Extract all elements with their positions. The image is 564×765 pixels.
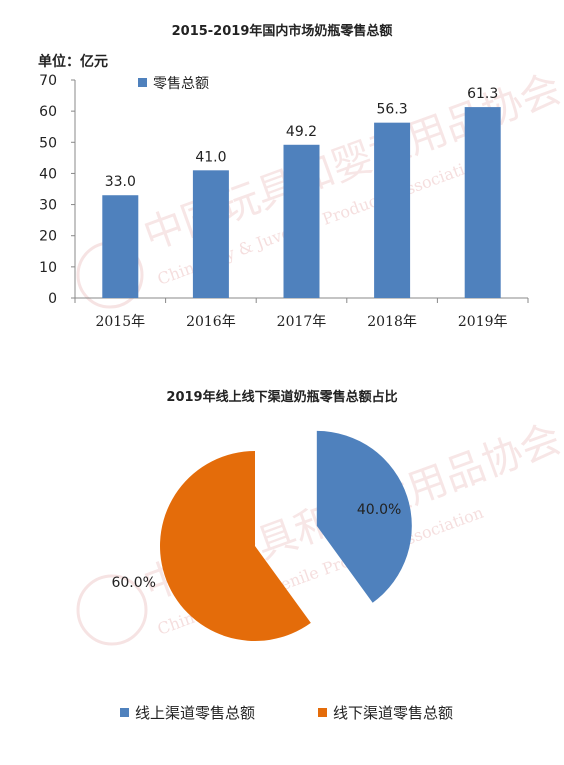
unit-label: 单位：亿元 bbox=[38, 54, 108, 70]
bar-data-label: 41.0 bbox=[195, 149, 226, 165]
pie-slice bbox=[160, 451, 311, 641]
bar-chart: 0 10 20 30 40 50 60 70 33.0 2015年 41.0 2016年 49.2 201… bbox=[39, 73, 529, 330]
bar-data-label: 33.0 bbox=[105, 174, 136, 190]
x-tick-label: 2018年 bbox=[367, 314, 417, 330]
legend-label: 线上渠道零售总额 bbox=[135, 704, 255, 722]
y-tick-label: 0 bbox=[48, 291, 57, 307]
legend-swatch bbox=[318, 708, 327, 717]
y-tick-label: 30 bbox=[39, 198, 57, 214]
legend-swatch bbox=[138, 78, 147, 87]
pie-chart: 40.0% 60.0% 线上渠道零售总额 线下渠道零售总额 bbox=[111, 430, 453, 722]
bar-data-label: 61.3 bbox=[467, 86, 498, 102]
pie-data-label: 60.0% bbox=[111, 575, 155, 591]
watermark-seal-icon bbox=[76, 574, 148, 646]
x-tick-label: 2015年 bbox=[95, 314, 145, 330]
legend-label: 线下渠道零售总额 bbox=[333, 704, 453, 722]
y-tick-label: 70 bbox=[39, 73, 57, 89]
legend-label: 零售总额 bbox=[153, 76, 209, 92]
y-tick-label: 50 bbox=[39, 135, 57, 151]
x-tick-label: 2019年 bbox=[458, 314, 508, 330]
y-tick-label: 40 bbox=[39, 166, 57, 182]
bar bbox=[464, 107, 501, 298]
bar bbox=[192, 170, 229, 298]
bar bbox=[283, 144, 320, 298]
y-tick-label: 10 bbox=[39, 260, 57, 276]
y-tick-label: 20 bbox=[39, 229, 57, 245]
pie-chart-title: 2019年线上线下渠道奶瓶零售总额占比 bbox=[166, 390, 398, 405]
x-tick-label: 2017年 bbox=[277, 314, 327, 330]
bar-chart-title: 2015-2019年国内市场奶瓶零售总额 bbox=[171, 24, 393, 39]
bar-data-label: 49.2 bbox=[286, 124, 317, 140]
bar bbox=[102, 195, 139, 298]
pie-data-label: 40.0% bbox=[357, 502, 401, 518]
pie-slice bbox=[316, 430, 412, 603]
x-tick-label: 2016年 bbox=[186, 314, 236, 330]
legend-swatch bbox=[120, 708, 129, 717]
bar bbox=[374, 122, 411, 298]
bar-data-label: 56.3 bbox=[377, 102, 408, 118]
y-tick-label: 60 bbox=[39, 104, 57, 120]
